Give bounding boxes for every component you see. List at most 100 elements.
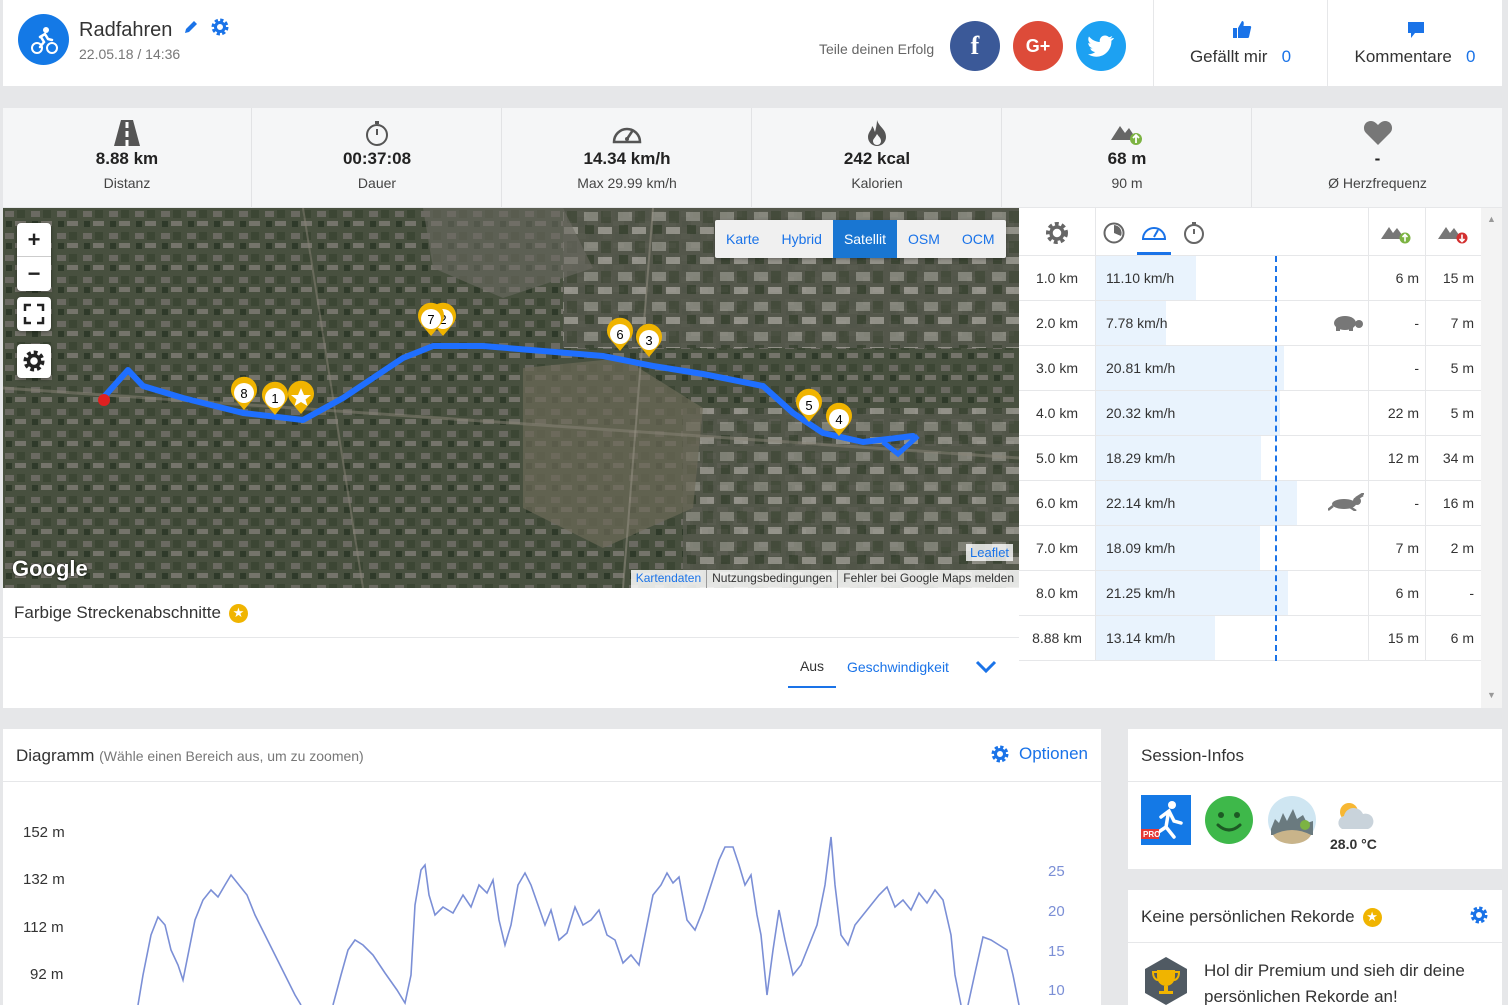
svg-text:3: 3: [645, 333, 652, 348]
marker-3[interactable]: 3: [636, 323, 663, 357]
speedometer-icon: [612, 127, 642, 144]
speed-bar: [1095, 616, 1215, 660]
svg-text:4: 4: [835, 412, 842, 427]
settings-gear-icon[interactable]: [210, 17, 230, 43]
split-elevation-down: 7 m: [1450, 315, 1474, 331]
options-button[interactable]: Optionen: [990, 744, 1088, 764]
map-settings-button[interactable]: [17, 344, 51, 378]
like-button[interactable]: Gefällt mir 0: [1154, 0, 1327, 86]
split-km: 3.0 km: [1035, 360, 1078, 376]
stat-speed: 14.34 km/h Max 29.99 km/h: [503, 108, 752, 207]
stat-calories: 242 kcal Kalorien: [753, 108, 1002, 207]
heart-icon: [1363, 121, 1392, 145]
speedometer-tab-icon[interactable]: [1141, 222, 1167, 242]
fullscreen-button[interactable]: [17, 297, 51, 331]
speed-bar: [1095, 571, 1288, 615]
layer-ocm[interactable]: OCM: [961, 231, 995, 247]
route-line: [100, 343, 916, 445]
table-settings-gear-icon[interactable]: [1044, 220, 1070, 246]
leaflet-link[interactable]: Leaflet: [966, 544, 1014, 561]
kartendaten-link[interactable]: Kartendaten: [635, 571, 702, 585]
comments-button[interactable]: Kommentare 0: [1328, 0, 1502, 86]
zoom-in-button[interactable]: +: [17, 223, 51, 257]
report-error-link[interactable]: Fehler bei Google Maps melden: [837, 570, 1019, 588]
gear-icon: [23, 350, 45, 372]
speed-bar: [1095, 391, 1280, 435]
layer-hybrid[interactable]: Hybrid: [781, 231, 822, 247]
marker-1[interactable]: 1: [262, 381, 288, 415]
stopwatch-tab-icon[interactable]: [1183, 221, 1205, 245]
stats-bar: 8.88 km Distanz 00:37:08 Dauer 14.34 km/…: [3, 108, 1502, 207]
comments-count: 0: [1466, 47, 1476, 66]
records-settings-gear-icon[interactable]: [1469, 905, 1489, 925]
map-layer-switcher: Karte Hybrid Satellit OSM OCM: [715, 220, 1006, 258]
split-elevation-down: 34 m: [1442, 450, 1474, 466]
map-attribution: Kartendaten Nutzungsbedingungen Fehler b…: [630, 570, 1019, 588]
twitter-share-button[interactable]: [1076, 21, 1126, 71]
split-elevation-down: -: [1469, 585, 1474, 601]
svg-text:1: 1: [271, 391, 278, 406]
split-speed: 22.14 km/h: [1106, 495, 1176, 511]
pace-clock-icon[interactable]: [1103, 222, 1125, 244]
split-km: 8.88 km: [1032, 630, 1082, 646]
terms-link[interactable]: Nutzungsbedingungen: [706, 570, 837, 588]
split-elevation-up: -: [1414, 360, 1419, 376]
city-surface-icon: [1268, 796, 1316, 844]
colored-segments-panel: Farbige Streckenabschnitte ★ Aus Geschwi…: [3, 588, 1019, 708]
average-speed-line: [1275, 256, 1277, 661]
marker-layer: 2 7 6 3 5 4 8 1: [231, 302, 852, 436]
split-elevation-down: 2 m: [1450, 540, 1474, 556]
share-text: Teile deinen Erfolg: [819, 41, 935, 57]
svg-text:PRO: PRO: [1143, 830, 1160, 839]
split-speed: 18.09 km/h: [1106, 540, 1176, 556]
split-elevation-down: 15 m: [1442, 270, 1474, 286]
chevron-down-icon[interactable]: [975, 660, 997, 674]
session-info-panel: Session-Infos PRO 28.0 °C: [1128, 729, 1502, 869]
table-scrollbar[interactable]: ▲ ▼: [1481, 208, 1502, 708]
split-elevation-down: 6 m: [1450, 630, 1474, 646]
speed-line-chart[interactable]: [3, 825, 1101, 1005]
personal-records-panel: Keine persönlichen Rekorde ★ Hol dir Pre…: [1128, 890, 1502, 1005]
split-row: 3.0 km 20.81 km/h - 5 m: [1019, 346, 1481, 391]
marker-6[interactable]: 6: [607, 317, 634, 351]
layer-osm[interactable]: OSM: [907, 231, 940, 247]
marker-5[interactable]: 5: [796, 388, 822, 422]
satellite-background: [3, 208, 1019, 588]
diagram-title: Diagramm (Wähle einen Bereich aus, um zu…: [16, 746, 364, 765]
marker-8[interactable]: 8: [231, 376, 258, 410]
flame-icon: [868, 120, 886, 146]
split-km: 6.0 km: [1035, 495, 1078, 511]
layer-satellit[interactable]: Satellit: [832, 220, 897, 258]
zoom-control: + −: [17, 223, 51, 291]
tab-geschwindigkeit[interactable]: Geschwindigkeit: [847, 659, 949, 675]
marker-7[interactable]: 7: [418, 302, 445, 336]
y-tick-right-1: 20: [1048, 903, 1065, 920]
google-plus-share-button[interactable]: G+: [1013, 21, 1063, 71]
records-title: Keine persönlichen Rekorde ★: [1141, 907, 1382, 927]
route-map[interactable]: 2 7 6 3 5 4 8 1 + − Karte Hybrid Satelli…: [3, 208, 1019, 588]
split-row: 6.0 km 22.14 km/h - 16 m: [1019, 481, 1481, 526]
layer-karte[interactable]: Karte: [726, 231, 760, 247]
speed-bar: [1095, 346, 1284, 390]
activity-date: 22.05.18 / 14:36: [79, 46, 181, 62]
y-tick-left-2: 112 m: [23, 919, 64, 936]
facebook-share-button[interactable]: f: [950, 21, 1000, 71]
svg-text:8: 8: [240, 386, 247, 401]
gear-icon: [991, 745, 1009, 763]
y-tick-right-2: 15: [1048, 943, 1065, 960]
marker-star-icon[interactable]: [288, 380, 314, 414]
elevation-up-icon: [1111, 126, 1142, 145]
turtle-icon: [1334, 316, 1363, 331]
stat-heartrate: - Ø Herzfrequenz: [1253, 108, 1502, 207]
split-speed: 21.25 km/h: [1106, 585, 1176, 601]
fullscreen-icon: [23, 303, 45, 325]
activity-header: Radfahren 22.05.18 / 14:36 Teile deinen …: [3, 0, 1502, 86]
split-speed: 20.32 km/h: [1106, 405, 1176, 421]
edit-pencil-icon[interactable]: [182, 18, 200, 42]
speed-bar: [1095, 256, 1196, 300]
google-logo: Google: [12, 556, 88, 581]
zoom-out-button[interactable]: −: [27, 261, 41, 286]
tab-aus[interactable]: Aus: [788, 658, 836, 688]
split-elevation-up: 15 m: [1387, 630, 1419, 646]
marker-4[interactable]: 4: [826, 402, 852, 436]
